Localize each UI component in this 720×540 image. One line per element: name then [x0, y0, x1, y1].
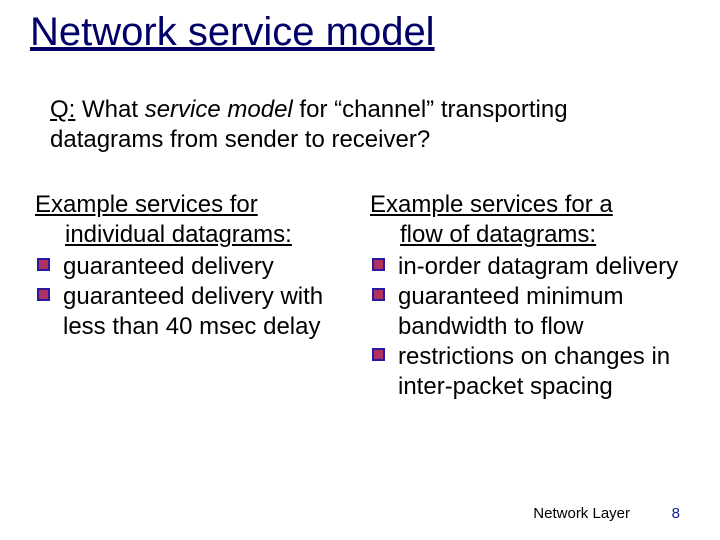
bullet-icon [37, 258, 50, 271]
list-item-text: restrictions on changes in inter-packet … [398, 343, 670, 400]
right-heading: Example services for a flow of datagrams… [370, 190, 685, 250]
question-block: Q: What service model for “channel” tran… [50, 95, 670, 155]
left-column: Example services for individual datagram… [35, 190, 350, 402]
right-list: in-order datagram delivery guaranteed mi… [370, 252, 685, 402]
list-item: guaranteed minimum bandwidth to flow [370, 282, 685, 342]
question-text-before: What [75, 96, 144, 123]
question-lead: Q: [50, 96, 75, 123]
footer-page-number: 8 [672, 505, 680, 522]
footer-label: Network Layer [533, 505, 630, 522]
right-column: Example services for a flow of datagrams… [370, 190, 685, 402]
slide-title: Network service model [30, 10, 435, 55]
left-list: guaranteed delivery guaranteed delivery … [35, 252, 350, 342]
right-heading-line2: flow of datagrams: [370, 220, 685, 250]
question-italic: service model [145, 96, 293, 123]
list-item: guaranteed delivery with less than 40 ms… [35, 282, 350, 342]
list-item: guaranteed delivery [35, 252, 350, 282]
bullet-icon [372, 288, 385, 301]
list-item: restrictions on changes in inter-packet … [370, 342, 685, 402]
list-item-text: in-order datagram delivery [398, 253, 678, 280]
left-heading: Example services for individual datagram… [35, 190, 350, 250]
list-item-text: guaranteed minimum bandwidth to flow [398, 283, 623, 340]
left-heading-line1: Example services for [35, 191, 258, 218]
left-heading-line2: individual datagrams: [35, 220, 350, 250]
bullet-icon [37, 288, 50, 301]
list-item-text: guaranteed delivery with less than 40 ms… [63, 283, 323, 340]
right-heading-line1: Example services for a [370, 191, 613, 218]
bullet-icon [372, 348, 385, 361]
columns: Example services for individual datagram… [35, 190, 685, 402]
list-item: in-order datagram delivery [370, 252, 685, 282]
bullet-icon [372, 258, 385, 271]
slide: Network service model Q: What service mo… [0, 0, 720, 540]
list-item-text: guaranteed delivery [63, 253, 274, 280]
